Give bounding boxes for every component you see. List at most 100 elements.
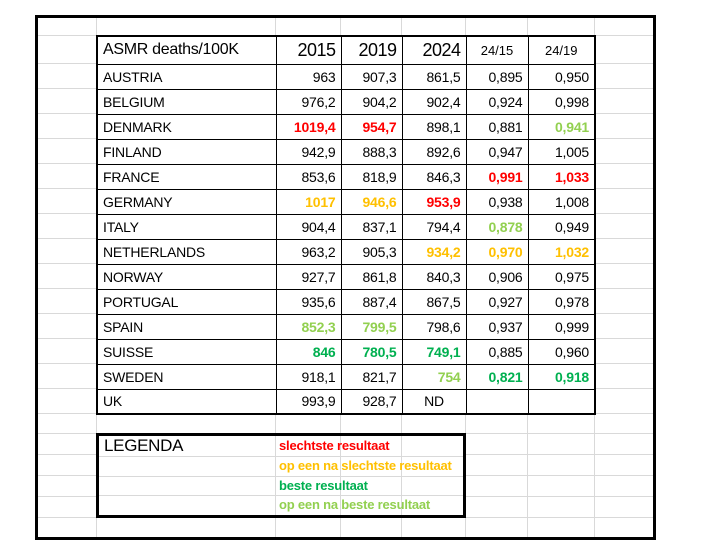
value-cell[interactable]: 0,970 xyxy=(465,238,529,265)
value-cell[interactable]: 867,5 xyxy=(401,288,467,315)
value-cell[interactable]: 963 xyxy=(275,63,342,90)
value-cell[interactable]: 821,7 xyxy=(340,363,403,390)
country-cell[interactable]: ITALY xyxy=(96,213,277,240)
value-cell[interactable]: 976,2 xyxy=(275,88,342,115)
legend-title[interactable]: LEGENDA xyxy=(104,436,184,455)
value-cell[interactable]: 853,6 xyxy=(275,163,342,190)
value-cell[interactable]: 935,6 xyxy=(275,288,342,315)
value-cell[interactable]: 993,9 xyxy=(275,388,342,415)
ratio-column-header-24-19[interactable]: 24/19 xyxy=(527,35,596,65)
value-cell[interactable]: 918,1 xyxy=(275,363,342,390)
value-cell[interactable]: 898,1 xyxy=(401,113,467,140)
value-cell[interactable]: 0,998 xyxy=(527,88,596,115)
value-cell[interactable]: 0,895 xyxy=(465,63,529,90)
table-row: SWEDEN 918,1 821,7 754 0,821 0,918 xyxy=(96,363,596,390)
value-cell[interactable]: 0,881 xyxy=(465,113,529,140)
value-cell[interactable]: 0,821 xyxy=(465,363,529,390)
table-row: SUISSE 846 780,5 749,1 0,885 0,960 xyxy=(96,338,596,365)
value-cell[interactable]: 0,927 xyxy=(465,288,529,315)
country-cell[interactable]: BELGIUM xyxy=(96,88,277,115)
value-cell[interactable]: 0,960 xyxy=(527,338,596,365)
ratio-column-header-24-15[interactable]: 24/15 xyxy=(465,35,529,65)
value-cell[interactable]: 799,5 xyxy=(340,313,403,340)
value-cell[interactable]: 1,005 xyxy=(527,138,596,165)
legend-item[interactable]: slechtste resultaat xyxy=(279,438,390,453)
table-row: AUSTRIA 963 907,3 861,5 0,895 0,950 xyxy=(96,63,596,90)
value-cell[interactable]: ND xyxy=(401,388,467,415)
year-column-header-2024[interactable]: 2024 xyxy=(401,35,467,65)
country-cell[interactable]: GERMANY xyxy=(96,188,277,215)
table-row: NETHERLANDS 963,2 905,3 934,2 0,970 1,032 xyxy=(96,238,596,265)
value-cell[interactable]: 905,3 xyxy=(340,238,403,265)
table-title-header[interactable]: ASMR deaths/100K xyxy=(96,35,277,65)
legend-item[interactable]: beste resultaat xyxy=(279,477,368,493)
value-cell[interactable]: 0,938 xyxy=(465,188,529,215)
value-cell[interactable]: 0,941 xyxy=(527,113,596,140)
value-cell[interactable]: 902,4 xyxy=(401,88,467,115)
value-cell[interactable]: 0,999 xyxy=(527,313,596,340)
value-cell[interactable]: 0,924 xyxy=(465,88,529,115)
value-cell[interactable]: 1019,4 xyxy=(275,113,342,140)
value-cell[interactable]: 1017 xyxy=(275,188,342,215)
country-cell[interactable]: UK xyxy=(96,388,277,415)
year-column-header-2019[interactable]: 2019 xyxy=(340,35,403,65)
legend-item[interactable]: op een na slechtste resultaat xyxy=(279,457,452,473)
value-cell[interactable]: 0,885 xyxy=(465,338,529,365)
value-cell[interactable]: 0,978 xyxy=(527,288,596,315)
value-cell[interactable]: 0,950 xyxy=(527,63,596,90)
value-cell[interactable]: 0,878 xyxy=(465,213,529,240)
value-cell[interactable]: 954,7 xyxy=(340,113,403,140)
value-cell[interactable]: 904,4 xyxy=(275,213,342,240)
value-cell[interactable]: 942,9 xyxy=(275,138,342,165)
value-cell[interactable]: 946,6 xyxy=(340,188,403,215)
value-cell[interactable]: 798,6 xyxy=(401,313,467,340)
value-cell[interactable]: 0,949 xyxy=(527,213,596,240)
value-cell[interactable] xyxy=(465,388,529,415)
country-cell[interactable]: SPAIN xyxy=(96,313,277,340)
value-cell[interactable]: 0,937 xyxy=(465,313,529,340)
value-cell[interactable]: 0,991 xyxy=(465,163,529,190)
value-cell[interactable]: 927,7 xyxy=(275,263,342,290)
value-cell[interactable]: 904,2 xyxy=(340,88,403,115)
value-cell[interactable]: 963,2 xyxy=(275,238,342,265)
value-cell[interactable]: 846 xyxy=(275,338,342,365)
value-cell[interactable]: 1,008 xyxy=(527,188,596,215)
value-cell[interactable]: 0,975 xyxy=(527,263,596,290)
value-cell[interactable]: 852,3 xyxy=(275,313,342,340)
country-cell[interactable]: SWEDEN xyxy=(96,363,277,390)
country-cell[interactable]: FINLAND xyxy=(96,138,277,165)
value-cell[interactable]: 837,1 xyxy=(340,213,403,240)
country-cell[interactable]: SUISSE xyxy=(96,338,277,365)
value-cell[interactable]: 794,4 xyxy=(401,213,467,240)
value-cell[interactable]: 0,906 xyxy=(465,263,529,290)
value-cell[interactable]: 754 xyxy=(401,363,467,390)
value-cell[interactable]: 934,2 xyxy=(401,238,467,265)
year-column-header-2015[interactable]: 2015 xyxy=(275,35,342,65)
value-cell[interactable]: 887,4 xyxy=(340,288,403,315)
value-cell[interactable]: 892,6 xyxy=(401,138,467,165)
country-cell[interactable]: AUSTRIA xyxy=(96,63,277,90)
country-cell[interactable]: DENMARK xyxy=(96,113,277,140)
country-cell[interactable]: NORWAY xyxy=(96,263,277,290)
value-cell[interactable]: 1,032 xyxy=(527,238,596,265)
country-cell[interactable]: FRANCE xyxy=(96,163,277,190)
value-cell[interactable] xyxy=(527,388,596,415)
value-cell[interactable]: 749,1 xyxy=(401,338,467,365)
value-cell[interactable]: 928,7 xyxy=(340,388,403,415)
value-cell[interactable]: 1,033 xyxy=(527,163,596,190)
legend-item[interactable]: op een na beste resultaat xyxy=(279,497,431,513)
value-cell[interactable]: 0,947 xyxy=(465,138,529,165)
value-cell[interactable]: 0,918 xyxy=(527,363,596,390)
value-cell[interactable]: 818,9 xyxy=(340,163,403,190)
value-cell[interactable]: 846,3 xyxy=(401,163,467,190)
country-cell[interactable]: PORTUGAL xyxy=(96,288,277,315)
value-cell[interactable]: 780,5 xyxy=(340,338,403,365)
value-cell[interactable]: 888,3 xyxy=(340,138,403,165)
value-cell[interactable]: 907,3 xyxy=(340,63,403,90)
value-cell[interactable]: 861,8 xyxy=(340,263,403,290)
value-cell[interactable]: 861,5 xyxy=(401,63,467,90)
table-row: FRANCE 853,6 818,9 846,3 0,991 1,033 xyxy=(96,163,596,190)
country-cell[interactable]: NETHERLANDS xyxy=(96,238,277,265)
value-cell[interactable]: 840,3 xyxy=(401,263,467,290)
value-cell[interactable]: 953,9 xyxy=(401,188,467,215)
